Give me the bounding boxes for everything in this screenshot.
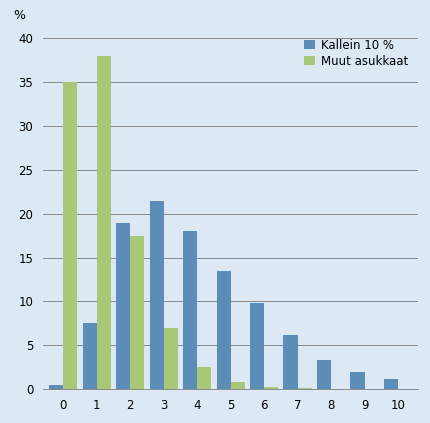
Text: %: %	[13, 9, 25, 22]
Bar	[149, 201, 163, 389]
Bar	[383, 379, 397, 389]
Bar	[130, 236, 144, 389]
Legend: Kallein 10 %, Muut asukkaat: Kallein 10 %, Muut asukkaat	[299, 36, 411, 71]
Bar	[163, 328, 177, 389]
Bar	[183, 231, 197, 389]
Bar	[49, 385, 63, 389]
Bar	[230, 382, 244, 389]
Bar	[350, 372, 364, 389]
Bar	[264, 387, 277, 389]
Bar	[216, 271, 230, 389]
Bar	[63, 82, 77, 389]
Bar	[96, 56, 111, 389]
Bar	[116, 222, 130, 389]
Bar	[83, 324, 96, 389]
Bar	[249, 303, 264, 389]
Bar	[197, 367, 211, 389]
Bar	[297, 388, 311, 389]
Bar	[283, 335, 297, 389]
Bar	[316, 360, 330, 389]
